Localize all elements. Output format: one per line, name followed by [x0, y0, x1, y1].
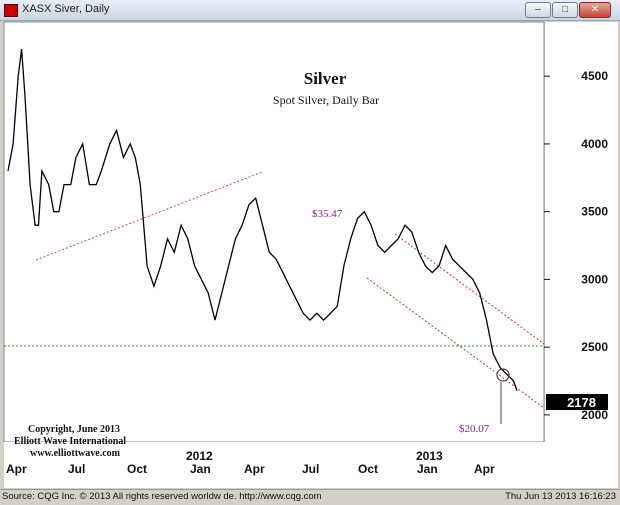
- channel-upper-line: [394, 233, 545, 345]
- x-tick-label: Oct: [127, 462, 147, 476]
- plot-area: [3, 21, 545, 443]
- x-tick-label: Oct: [358, 462, 378, 476]
- highlight-circle: [496, 368, 510, 382]
- window-title: XASX Siver, Daily: [22, 3, 110, 15]
- x-tick-label: Jul: [68, 462, 85, 476]
- status-timestamp: Thu Jun 13 2013 16:16:23: [505, 491, 616, 502]
- low-price-label: $20.07: [459, 423, 490, 435]
- x-tick-label: Apr: [6, 462, 27, 476]
- source-credit: Source: CQG Inc. © 2013 All rights reser…: [2, 491, 322, 502]
- upper-trendline: [35, 171, 263, 261]
- y-tick-label: 3500: [581, 205, 608, 219]
- copyright-line-1: Copyright, June 2013: [28, 424, 120, 435]
- close-button[interactable]: ✕: [579, 2, 611, 18]
- channel-lower-line: [366, 277, 545, 409]
- last-price-box: [546, 394, 608, 410]
- y-tick-label: 3000: [581, 272, 608, 286]
- x-tick-label: Jan: [190, 462, 211, 476]
- x-tick-label: Jul: [302, 462, 319, 476]
- x-year-label: 2012: [186, 449, 213, 463]
- high-price-label: $35.47: [312, 208, 343, 220]
- price-series: [7, 49, 518, 392]
- x-tick-label: Apr: [474, 462, 495, 476]
- x-tick-label: Apr: [244, 462, 265, 476]
- y-tick-label: 2500: [581, 340, 608, 354]
- copyright-line-2: Elliott Wave International: [14, 436, 126, 447]
- chart-title: Silver: [304, 69, 347, 88]
- minimize-button[interactable]: –: [525, 2, 551, 18]
- chart-app-icon: [4, 4, 18, 17]
- y-axis-panel: [545, 22, 618, 442]
- copyright-line-3: www.elliottwave.com: [30, 448, 121, 459]
- y-tick-label: 2000: [581, 408, 608, 422]
- title-bar[interactable]: XASX Siver, Daily – □ ✕: [0, 0, 620, 21]
- x-axis-panel: [4, 442, 618, 488]
- y-tick-label: 4500: [581, 69, 608, 83]
- y-axis: 2000 2500 3000 3500 4000 4500: [544, 69, 608, 422]
- status-bar: Source: CQG Inc. © 2013 All rights reser…: [0, 489, 620, 505]
- last-price-label: 2178: [567, 395, 596, 410]
- chart-subtitle: Spot Silver, Daily Bar: [273, 93, 379, 107]
- maximize-button[interactable]: □: [552, 2, 578, 18]
- x-tick-label: Jan: [417, 462, 438, 476]
- price-chart[interactable]: Silver Spot Silver, Daily Bar $35.47 $20…: [0, 20, 620, 488]
- y-tick-label: 4000: [581, 137, 608, 151]
- x-year-label: 2013: [416, 449, 443, 463]
